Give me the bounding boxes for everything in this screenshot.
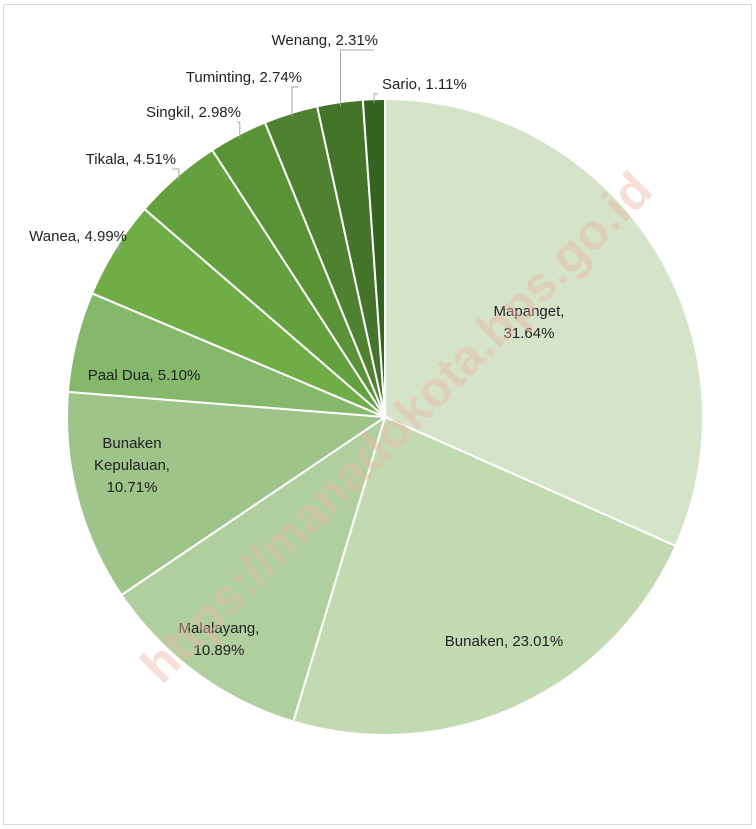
slice-label-tuminting: Tuminting, 2.74% xyxy=(186,69,302,86)
pie-slices xyxy=(66,97,704,736)
slice-label-singkil: Singkil, 2.98% xyxy=(146,104,241,121)
slice-label-mapanget: Mapanget, 31.64% xyxy=(494,303,565,342)
leader-line-tuminting xyxy=(291,86,298,118)
slice-labels: Mapanget, 31.64% Bunaken, 23.01% Malalayang… xyxy=(29,32,564,659)
leader-line-singkil xyxy=(237,121,241,139)
leader-line-wenang xyxy=(340,49,374,107)
slice-label-bunaken: Bunaken, 23.01% xyxy=(445,633,563,650)
leader-line-wanea xyxy=(117,245,123,252)
slice-label-wenang: Wenang, 2.31% xyxy=(272,32,378,49)
chart-frame: Mapanget, 31.64% Bunaken, 23.01% Malalayang… xyxy=(3,4,752,825)
leader-line-sario xyxy=(373,93,378,104)
pie-chart: Mapanget, 31.64% Bunaken, 23.01% Malalayang… xyxy=(29,32,704,736)
slice-label-bunaken-kepulauan: Bunaken Kepulauan, 10.71% xyxy=(94,435,170,496)
pie-slice-malalayang xyxy=(120,414,387,723)
slice-label-malalayang: Malalayang, 10.89% xyxy=(179,620,260,659)
slice-label-paal-dua: Paal Dua, 5.10% xyxy=(88,367,201,384)
leader-lines xyxy=(117,49,378,252)
slice-label-sario: Sario, 1.11% xyxy=(382,76,467,93)
leader-line-tikala xyxy=(172,168,180,181)
pie-slice-bunaken-kepulauan xyxy=(66,390,388,597)
pie-slice-mapanget xyxy=(384,97,704,548)
slice-label-tikala: Tikala, 4.51% xyxy=(86,151,176,168)
slice-label-wanea: Wanea, 4.99% xyxy=(29,228,127,245)
pie-slice-bunaken xyxy=(292,415,678,736)
